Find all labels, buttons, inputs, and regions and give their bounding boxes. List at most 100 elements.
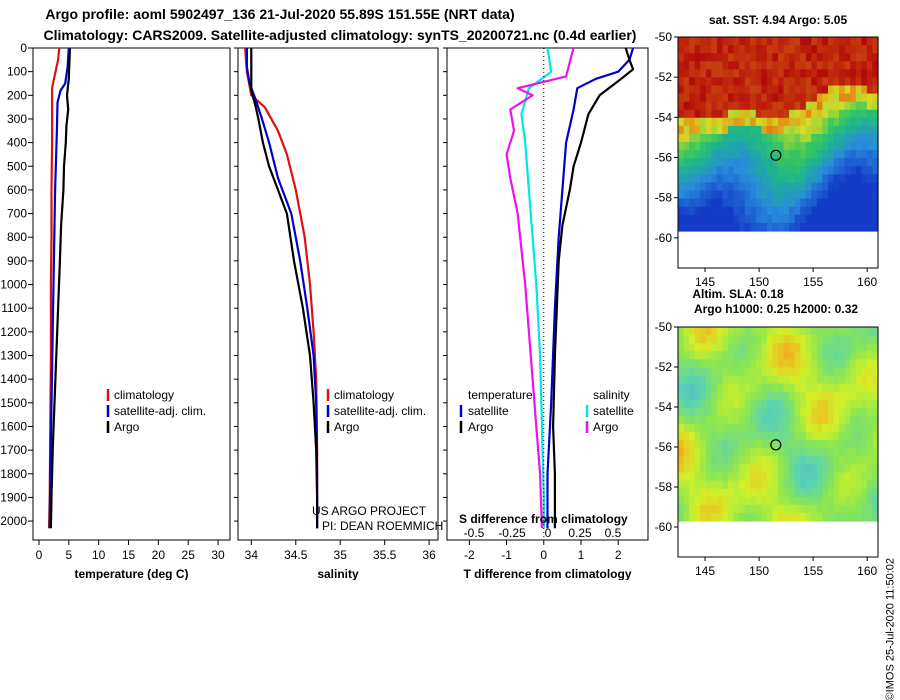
map-cell (805, 182, 812, 192)
map-cell (711, 53, 718, 62)
map-cell (794, 327, 801, 336)
map-cell (816, 359, 824, 368)
map-cell (766, 222, 774, 232)
map-cell (678, 182, 685, 192)
map-cell (833, 383, 840, 393)
map-cell (722, 512, 729, 522)
map-cell (872, 174, 879, 184)
map-cell (822, 142, 829, 151)
map-cell (855, 206, 862, 216)
map-cell (822, 383, 829, 393)
map-cell (694, 480, 701, 490)
map-cell (833, 496, 840, 506)
map-cell (844, 158, 851, 167)
x-tick-label: 1 (578, 548, 585, 562)
map-cell (872, 45, 879, 54)
map-cell (794, 101, 801, 111)
map-cell (816, 472, 824, 482)
map-cell (866, 351, 874, 360)
map-cell (694, 150, 701, 159)
map-cell (739, 222, 746, 232)
map-cell (711, 117, 718, 127)
map-cell (855, 343, 862, 352)
map-cell (844, 359, 851, 368)
map-cell (866, 77, 874, 87)
map-cell (816, 214, 824, 224)
map-cell (861, 150, 868, 159)
map-cell (800, 85, 807, 95)
map-cell (683, 166, 690, 175)
map-cell (716, 142, 724, 151)
map-cell (772, 214, 779, 224)
map-cell (683, 182, 690, 192)
map-cell (872, 214, 879, 224)
map-cell (750, 190, 757, 200)
map-cell (722, 367, 729, 377)
map-cell (683, 448, 690, 457)
map-cell (739, 109, 746, 119)
map-cell (833, 117, 840, 127)
map-cell (700, 480, 707, 490)
map-cell (683, 504, 690, 514)
map-cell (861, 174, 868, 184)
map-cell (866, 53, 874, 62)
map-cell (733, 480, 740, 490)
map-cell (689, 206, 696, 216)
map-cell (750, 142, 757, 151)
map-cell (789, 359, 796, 368)
map-cell (678, 37, 685, 46)
map-y-tick-label: -54 (655, 110, 673, 124)
x-tick-label: -1 (501, 548, 512, 562)
legend-label: satellite (593, 404, 634, 418)
map-cell (850, 214, 857, 224)
map-cell (683, 335, 690, 344)
map-cell (844, 85, 851, 95)
map-cell (855, 391, 862, 401)
map-cell (689, 101, 696, 111)
map-cell (722, 158, 729, 167)
map-frame (677, 36, 879, 269)
map-cell (839, 150, 846, 159)
map-cell (772, 45, 779, 54)
map-cell (716, 375, 724, 385)
map-cell (766, 351, 774, 360)
map-cell (711, 222, 718, 232)
map-cell (850, 480, 857, 490)
map-cell (700, 407, 707, 417)
map-cell (689, 472, 696, 482)
map-cell (772, 61, 779, 70)
map-cell (822, 391, 829, 401)
map-cell (866, 335, 874, 344)
map-cell (811, 214, 818, 224)
map-cell (866, 448, 874, 457)
map-cell (722, 174, 729, 184)
map-cell (844, 134, 851, 143)
map-cell (861, 125, 868, 135)
map-cell (766, 77, 774, 87)
map-cell (678, 327, 685, 336)
map-cell (755, 407, 762, 417)
map-cell (800, 134, 807, 143)
map-cell (783, 53, 790, 62)
map-cell (705, 335, 712, 344)
map-cell (705, 343, 712, 352)
map-cell (789, 504, 796, 514)
map-cell (789, 464, 796, 474)
map-cell (689, 150, 696, 159)
map-cell (872, 150, 879, 159)
map-cell (789, 367, 796, 377)
map-cell (850, 93, 857, 103)
map-cell (872, 327, 879, 336)
map-cell (805, 206, 812, 216)
map-cell (716, 125, 724, 135)
map-cell (716, 222, 724, 232)
map-cell (733, 109, 740, 119)
map-cell (700, 327, 707, 336)
map-cell (733, 440, 740, 449)
map-cell (683, 37, 690, 46)
map-cell (850, 335, 857, 344)
map-cell (811, 109, 818, 119)
map-cell (705, 158, 712, 167)
map-cell (755, 69, 762, 78)
map-cell (850, 61, 857, 70)
